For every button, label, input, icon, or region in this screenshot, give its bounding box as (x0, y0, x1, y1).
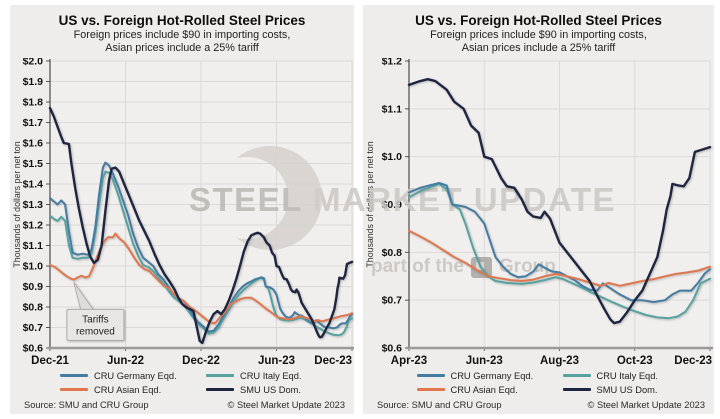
series-line-germany (408, 182, 711, 304)
svg-text:$1.5: $1.5 (23, 158, 44, 170)
chart-footer: Source: SMU and CRU Group © Steel Market… (10, 400, 354, 410)
legend-item-us: SMU US Dom. (539, 383, 685, 396)
series-line-asian (408, 229, 711, 287)
svg-text:$1.0: $1.0 (382, 151, 403, 163)
chart-subtitle-line1: Foreign prices include $90 in importing … (73, 29, 291, 41)
svg-text:Dec-23: Dec-23 (314, 355, 352, 367)
svg-text:$1.1: $1.1 (23, 240, 44, 252)
svg-text:Dec-21: Dec-21 (31, 355, 69, 367)
svg-text:$0.8: $0.8 (23, 302, 44, 314)
svg-text:Aug-23: Aug-23 (540, 355, 579, 367)
svg-text:$0.7: $0.7 (382, 295, 403, 307)
svg-text:$0.6: $0.6 (23, 343, 44, 355)
legend-label: CRU Italy Eqd. (596, 370, 658, 381)
svg-text:Jun-23: Jun-23 (258, 355, 295, 367)
svg-text:Jun-23: Jun-23 (466, 355, 503, 367)
chart-title: US vs. Foreign Hot-Rolled Steel Prices (58, 13, 306, 28)
svg-text:Thousands of dollars per net t: Thousands of dollars per net ton (365, 141, 375, 267)
svg-text:Thousands of dollars per net t: Thousands of dollars per net ton (12, 141, 22, 267)
legend: CRU Germany Eqd. CRU Italy Eqd. CRU Asian … (363, 369, 714, 396)
chart-panel-right: US vs. Foreign Hot-Rolled Steel Prices F… (363, 5, 714, 414)
legend-item-germany: CRU Germany Eqd. (36, 369, 182, 382)
legend-swatch-us (206, 388, 234, 391)
svg-text:$0.6: $0.6 (382, 343, 403, 355)
svg-text:removed: removed (76, 326, 115, 337)
svg-text:$1.8: $1.8 (23, 97, 44, 109)
series-line-italy (408, 182, 711, 320)
svg-text:Dec-23: Dec-23 (674, 355, 712, 367)
legend-swatch-asian (416, 388, 445, 391)
legend-label: SMU US Dom. (596, 384, 658, 395)
legend-swatch-asian (60, 388, 88, 391)
chart-subtitle-line1: Foreign prices include $90 in importing … (430, 29, 647, 41)
legend-swatch-germany (416, 374, 445, 377)
legend-swatch-us (562, 388, 591, 391)
series-line-us (407, 78, 712, 325)
chart-panel-left: US vs. Foreign Hot-Rolled Steel Prices F… (10, 5, 354, 414)
plot-area-left: $2.0 $1.9 $1.8 $1.7 $1.6 $1.5 $1.4 $1.3 $1.2 $1.1… (10, 58, 354, 368)
svg-text:$0.9: $0.9 (382, 199, 403, 211)
chart-title: US vs. Foreign Hot-Rolled Steel Prices (415, 13, 662, 28)
plot-area-right: $1.2 $1.1 $1.0 $0.9 $0.8 $0.7 $0.6 Apr-23 Jun-23… (363, 58, 714, 368)
chart-footer: Source: SMU and CRU Group © Steel Market… (363, 400, 714, 410)
legend-swatch-italy (562, 374, 591, 377)
svg-text:$1.2: $1.2 (23, 220, 44, 232)
legend-label: CRU Asian Eqd. (94, 384, 162, 395)
chart-header: US vs. Foreign Hot-Rolled Steel Prices F… (363, 5, 714, 55)
legend-label: CRU Germany Eqd. (94, 370, 177, 381)
svg-text:$0.8: $0.8 (382, 247, 403, 259)
svg-text:$0.7: $0.7 (23, 322, 44, 334)
series-line-us (48, 106, 354, 345)
svg-text:$1.1: $1.1 (382, 103, 403, 115)
svg-text:$1.9: $1.9 (23, 76, 44, 88)
svg-text:$1.6: $1.6 (23, 138, 44, 150)
svg-text:$1.0: $1.0 (23, 261, 44, 273)
legend-item-italy: CRU Italy Eqd. (539, 369, 685, 382)
svg-text:Apr-23: Apr-23 (391, 355, 427, 367)
source-note: Source: SMU and CRU Group (377, 400, 502, 410)
svg-text:$2.0: $2.0 (23, 58, 44, 68)
legend-item-asian: CRU Asian Eqd. (36, 383, 182, 396)
chart-subtitle-line2: Asian prices include a 25% tariff (105, 42, 259, 54)
copyright-note: © Steel Market Update 2023 (587, 400, 705, 410)
legend-item-us: SMU US Dom. (182, 383, 328, 396)
svg-text:Oct-23: Oct-23 (617, 355, 653, 367)
legend: CRU Germany Eqd. CRU Italy Eqd. CRU Asian … (10, 369, 354, 396)
chart-subtitle-line2: Asian prices include a 25% tariff (461, 42, 616, 54)
series-line-germany (49, 161, 353, 333)
svg-text:$1.4: $1.4 (23, 179, 44, 191)
copyright-note: © Steel Market Update 2023 (227, 400, 345, 410)
legend-swatch-germany (60, 374, 88, 377)
source-note: Source: SMU and CRU Group (24, 400, 149, 410)
chart-header: US vs. Foreign Hot-Rolled Steel Prices F… (10, 5, 354, 55)
svg-text:$0.9: $0.9 (23, 281, 44, 293)
svg-text:$1.2: $1.2 (382, 58, 403, 68)
svg-text:$1.3: $1.3 (23, 199, 44, 211)
svg-text:$1.7: $1.7 (23, 117, 44, 129)
legend-item-italy: CRU Italy Eqd. (182, 369, 328, 382)
series-lines (407, 78, 712, 325)
svg-text:Jun-22: Jun-22 (107, 355, 144, 367)
svg-text:Tariffs: Tariffs (82, 314, 109, 325)
legend-item-asian: CRU Asian Eqd. (393, 383, 539, 396)
legend-label: SMU US Dom. (240, 384, 301, 395)
legend-label: CRU Italy Eqd. (240, 370, 302, 381)
legend-item-germany: CRU Germany Eqd. (393, 369, 539, 382)
legend-label: CRU Asian Eqd. (450, 384, 518, 395)
legend-swatch-italy (206, 374, 234, 377)
legend-label: CRU Germany Eqd. (450, 370, 534, 381)
svg-text:Dec-22: Dec-22 (182, 355, 220, 367)
